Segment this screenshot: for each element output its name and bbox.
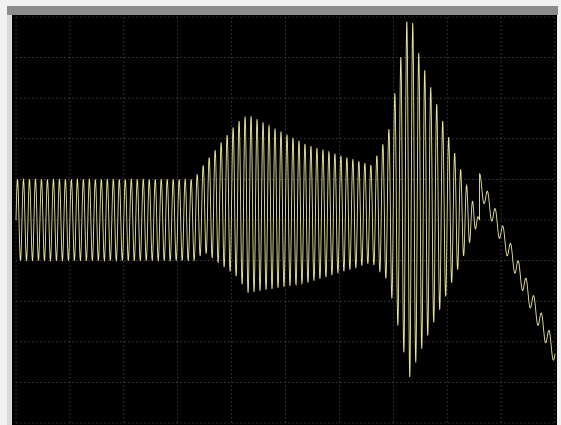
scope-frame-edge xyxy=(7,15,12,425)
scope-title-bar xyxy=(7,6,558,15)
scope-display xyxy=(12,15,557,425)
signal-trace xyxy=(15,21,556,378)
scope-plot xyxy=(15,16,556,424)
